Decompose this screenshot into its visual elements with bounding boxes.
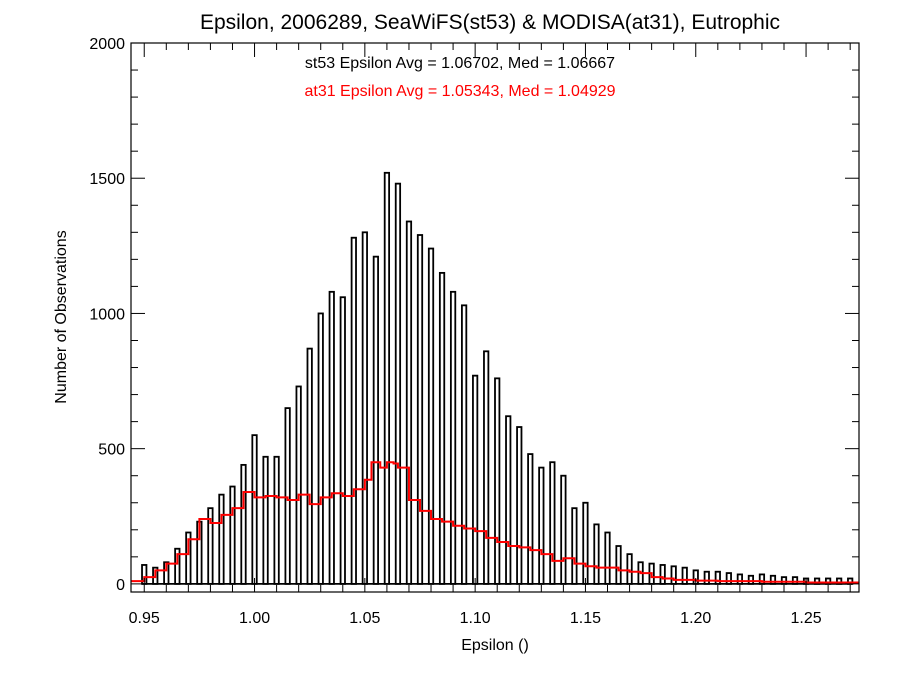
y-axis: 0 500 1000 1500 2000 xyxy=(89,36,859,594)
y-tick-label: 0 xyxy=(116,577,125,594)
x-tick-label: 1.15 xyxy=(570,610,601,627)
x-tick-label: 1.10 xyxy=(460,610,491,627)
x-tick-label: 1.05 xyxy=(349,610,380,627)
x-axis: 0.95 1.00 1.05 1.10 1.15 1.20 1.25 xyxy=(129,43,851,627)
at31-step-line xyxy=(131,461,859,584)
x-tick-label: 0.95 xyxy=(129,610,160,627)
y-axis-title: Number of Observations xyxy=(53,230,70,403)
plot-area xyxy=(131,171,859,585)
chart-title: Epsilon, 2006289, SeaWiFS(st53) & MODISA… xyxy=(200,11,780,34)
x-tick-label: 1.25 xyxy=(790,610,821,627)
y-tick-label: 500 xyxy=(98,442,125,459)
y-tick-label: 1500 xyxy=(89,171,125,188)
annotation-st53: st53 Epsilon Avg = 1.06702, Med = 1.0666… xyxy=(305,55,615,72)
y-tick-label: 1000 xyxy=(89,306,125,323)
plot-frame xyxy=(130,42,860,593)
annotation-at31: at31 Epsilon Avg = 1.05343, Med = 1.0492… xyxy=(304,83,615,100)
x-axis-title: Epsilon () xyxy=(461,637,529,654)
x-tick-label: 1.20 xyxy=(680,610,711,627)
x-tick-label: 1.00 xyxy=(239,610,270,627)
y-tick-label: 2000 xyxy=(89,36,125,53)
